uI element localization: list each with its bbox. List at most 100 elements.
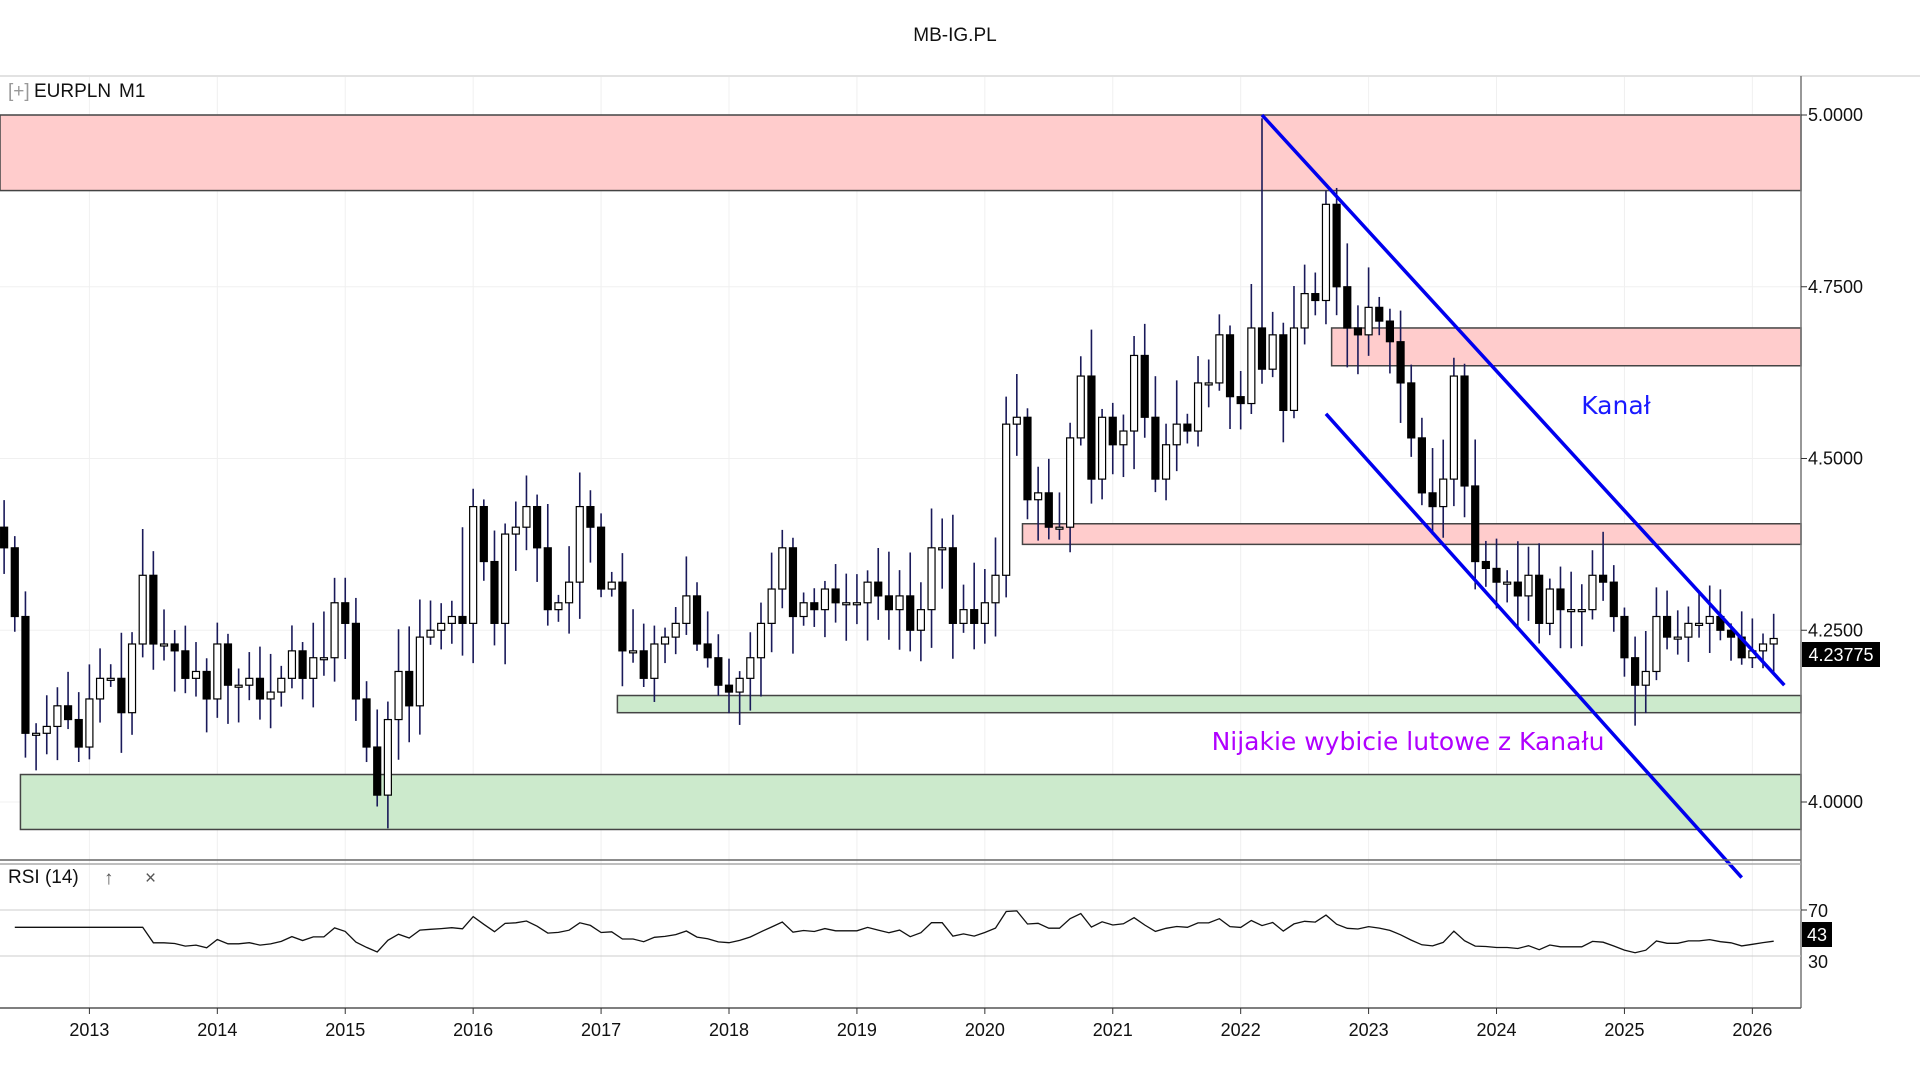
candle-up [1641, 670, 1650, 686]
candle-down [341, 602, 350, 624]
candle-down [373, 746, 382, 796]
candle-down [1044, 492, 1053, 528]
candle-up [1524, 574, 1533, 597]
candle-up [394, 670, 403, 721]
candle-down [1535, 574, 1544, 624]
candle-up [1002, 423, 1011, 576]
candle-up [95, 677, 105, 700]
candle-up [522, 505, 531, 528]
candle-up [863, 581, 872, 604]
candle-up [1076, 375, 1085, 439]
channel-label: Kanał [1581, 391, 1651, 420]
candle-up [1758, 643, 1768, 652]
candle-down [1140, 354, 1149, 418]
candle-up [1588, 574, 1597, 611]
candle-down [874, 581, 883, 597]
candle-down [170, 643, 179, 652]
candle-up [682, 595, 691, 624]
candle-down [1481, 560, 1490, 570]
candle-up [820, 588, 830, 611]
candle-down [490, 560, 499, 624]
expand-icon[interactable]: [+] [8, 81, 30, 102]
candle-down [788, 547, 798, 618]
candle-up [1012, 416, 1021, 425]
x-tick-label: 2023 [1349, 1020, 1389, 1040]
resistance-zone [0, 114, 1802, 192]
candle-up [1268, 334, 1277, 370]
candle-up [1097, 416, 1107, 480]
candle-down [714, 657, 723, 686]
timeframe-label: M1 [119, 81, 145, 102]
candle-down [298, 650, 307, 679]
candle-down [906, 595, 915, 631]
candle-up [980, 602, 989, 624]
candle-down [117, 677, 126, 714]
candle-up [1172, 423, 1181, 446]
support-zone [19, 773, 1802, 831]
candle-up [234, 684, 243, 688]
close-icon[interactable]: × [145, 868, 156, 889]
x-tick-label: 2021 [1093, 1020, 1133, 1040]
candle-down [1599, 574, 1608, 583]
x-tick-label: 2017 [581, 1020, 621, 1040]
candle-up [415, 636, 424, 707]
candle-down [1108, 416, 1117, 446]
candle-down [1471, 485, 1480, 563]
candle-up [564, 581, 574, 604]
candle-down [618, 581, 627, 652]
candle-down [1513, 581, 1522, 597]
candle-down [1417, 437, 1427, 494]
candle-up [767, 588, 776, 624]
candle-up [1129, 354, 1139, 432]
candle-up [1066, 437, 1075, 528]
candle-up [447, 615, 456, 624]
price-axis: 5.0000 4.7500 4.5000 4.2500 4.0000 [1801, 105, 1863, 812]
candle-down [405, 670, 414, 707]
candle-up [1055, 526, 1064, 530]
candle-down [692, 595, 702, 645]
arrow-up-icon[interactable]: ↑ [104, 868, 114, 889]
candle-up [1545, 588, 1554, 624]
candle-up [1577, 609, 1586, 613]
candle-up [1204, 382, 1213, 386]
candle-down [0, 526, 9, 549]
time-axis: 2013 2014 2015 2016 2017 2018 2019 2020 2021 2022… [69, 1008, 1772, 1040]
candle-down [1460, 375, 1469, 487]
candle-down [1311, 293, 1320, 302]
candle-up [383, 718, 392, 796]
candle-up [42, 725, 51, 734]
candle-up [852, 602, 862, 606]
rsi-value-box [1802, 922, 1832, 947]
x-tick-label: 2026 [1732, 1020, 1772, 1040]
candle-down [10, 547, 19, 618]
candle-down [1726, 629, 1736, 638]
candle-down [1279, 334, 1288, 412]
candle-up [1449, 375, 1458, 480]
chart-title: MB-IG.PL [913, 25, 996, 46]
candle-down [1407, 382, 1416, 439]
candle-up [330, 602, 339, 659]
resistance-zone [1021, 523, 1802, 546]
x-tick-label: 2013 [69, 1020, 109, 1040]
candle-up [501, 533, 510, 624]
candle-down [1609, 581, 1618, 618]
candle-down [1556, 588, 1565, 611]
candle-up [1673, 636, 1682, 640]
candles [0, 118, 1778, 829]
candle-down [1492, 567, 1501, 583]
candle-up [1247, 327, 1256, 405]
candle-down [1087, 375, 1096, 480]
candle-up [53, 705, 62, 728]
candle-down [479, 505, 488, 563]
resistance-zone [1330, 327, 1802, 367]
candle-up [799, 602, 808, 618]
candle-down [1343, 286, 1352, 329]
candle-down [1396, 341, 1405, 384]
candle-up [159, 643, 169, 647]
candle-down [1257, 327, 1267, 370]
candle-down [884, 595, 894, 611]
candle-up [554, 602, 563, 611]
candle-down [831, 588, 840, 604]
y-tick-label: 4.2500 [1808, 620, 1863, 640]
